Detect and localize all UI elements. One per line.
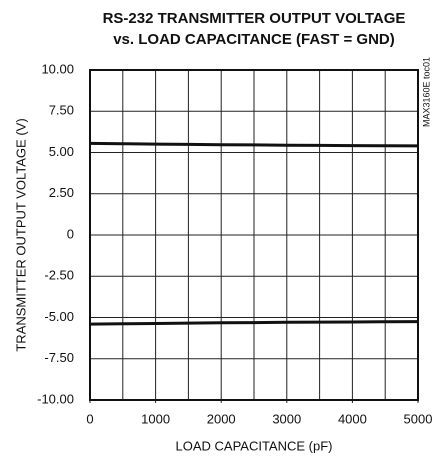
y-axis-label: TRANSMITTER OUTPUT VOLTAGE (V) [13, 118, 28, 351]
x-tick-label: 2000 [207, 411, 236, 426]
plot-frame [89, 69, 419, 401]
x-axis-label: LOAD CAPACITANCE (pF) [176, 438, 333, 453]
y-tick-label: 5.00 [49, 144, 74, 159]
chart-title: RS-232 TRANSMITTER OUTPUT VOLTAGE [103, 10, 406, 27]
x-tick-label: 5000 [404, 411, 433, 426]
data-line [89, 320, 419, 326]
annotation: MAX3160E toc01 [421, 57, 431, 127]
x-tick-label: 0 [86, 411, 93, 426]
chart-title: vs. LOAD CAPACITANCE (FAST = GND) [113, 31, 395, 48]
y-tick-label: -7.50 [44, 350, 74, 365]
x-tick-label: 1000 [141, 411, 170, 426]
y-tick-label: 7.50 [49, 103, 74, 118]
y-tick-label: 2.50 [49, 185, 74, 200]
y-tick-label: -2.50 [44, 268, 74, 283]
y-tick-label: 0 [67, 226, 74, 241]
x-tick-label: 3000 [272, 411, 301, 426]
x-tick-label: 4000 [338, 411, 367, 426]
y-tick-label: -10.00 [37, 391, 74, 406]
data-line [89, 141, 419, 148]
y-tick-label: 10.00 [41, 61, 74, 76]
y-tick-label: -5.00 [44, 309, 74, 324]
